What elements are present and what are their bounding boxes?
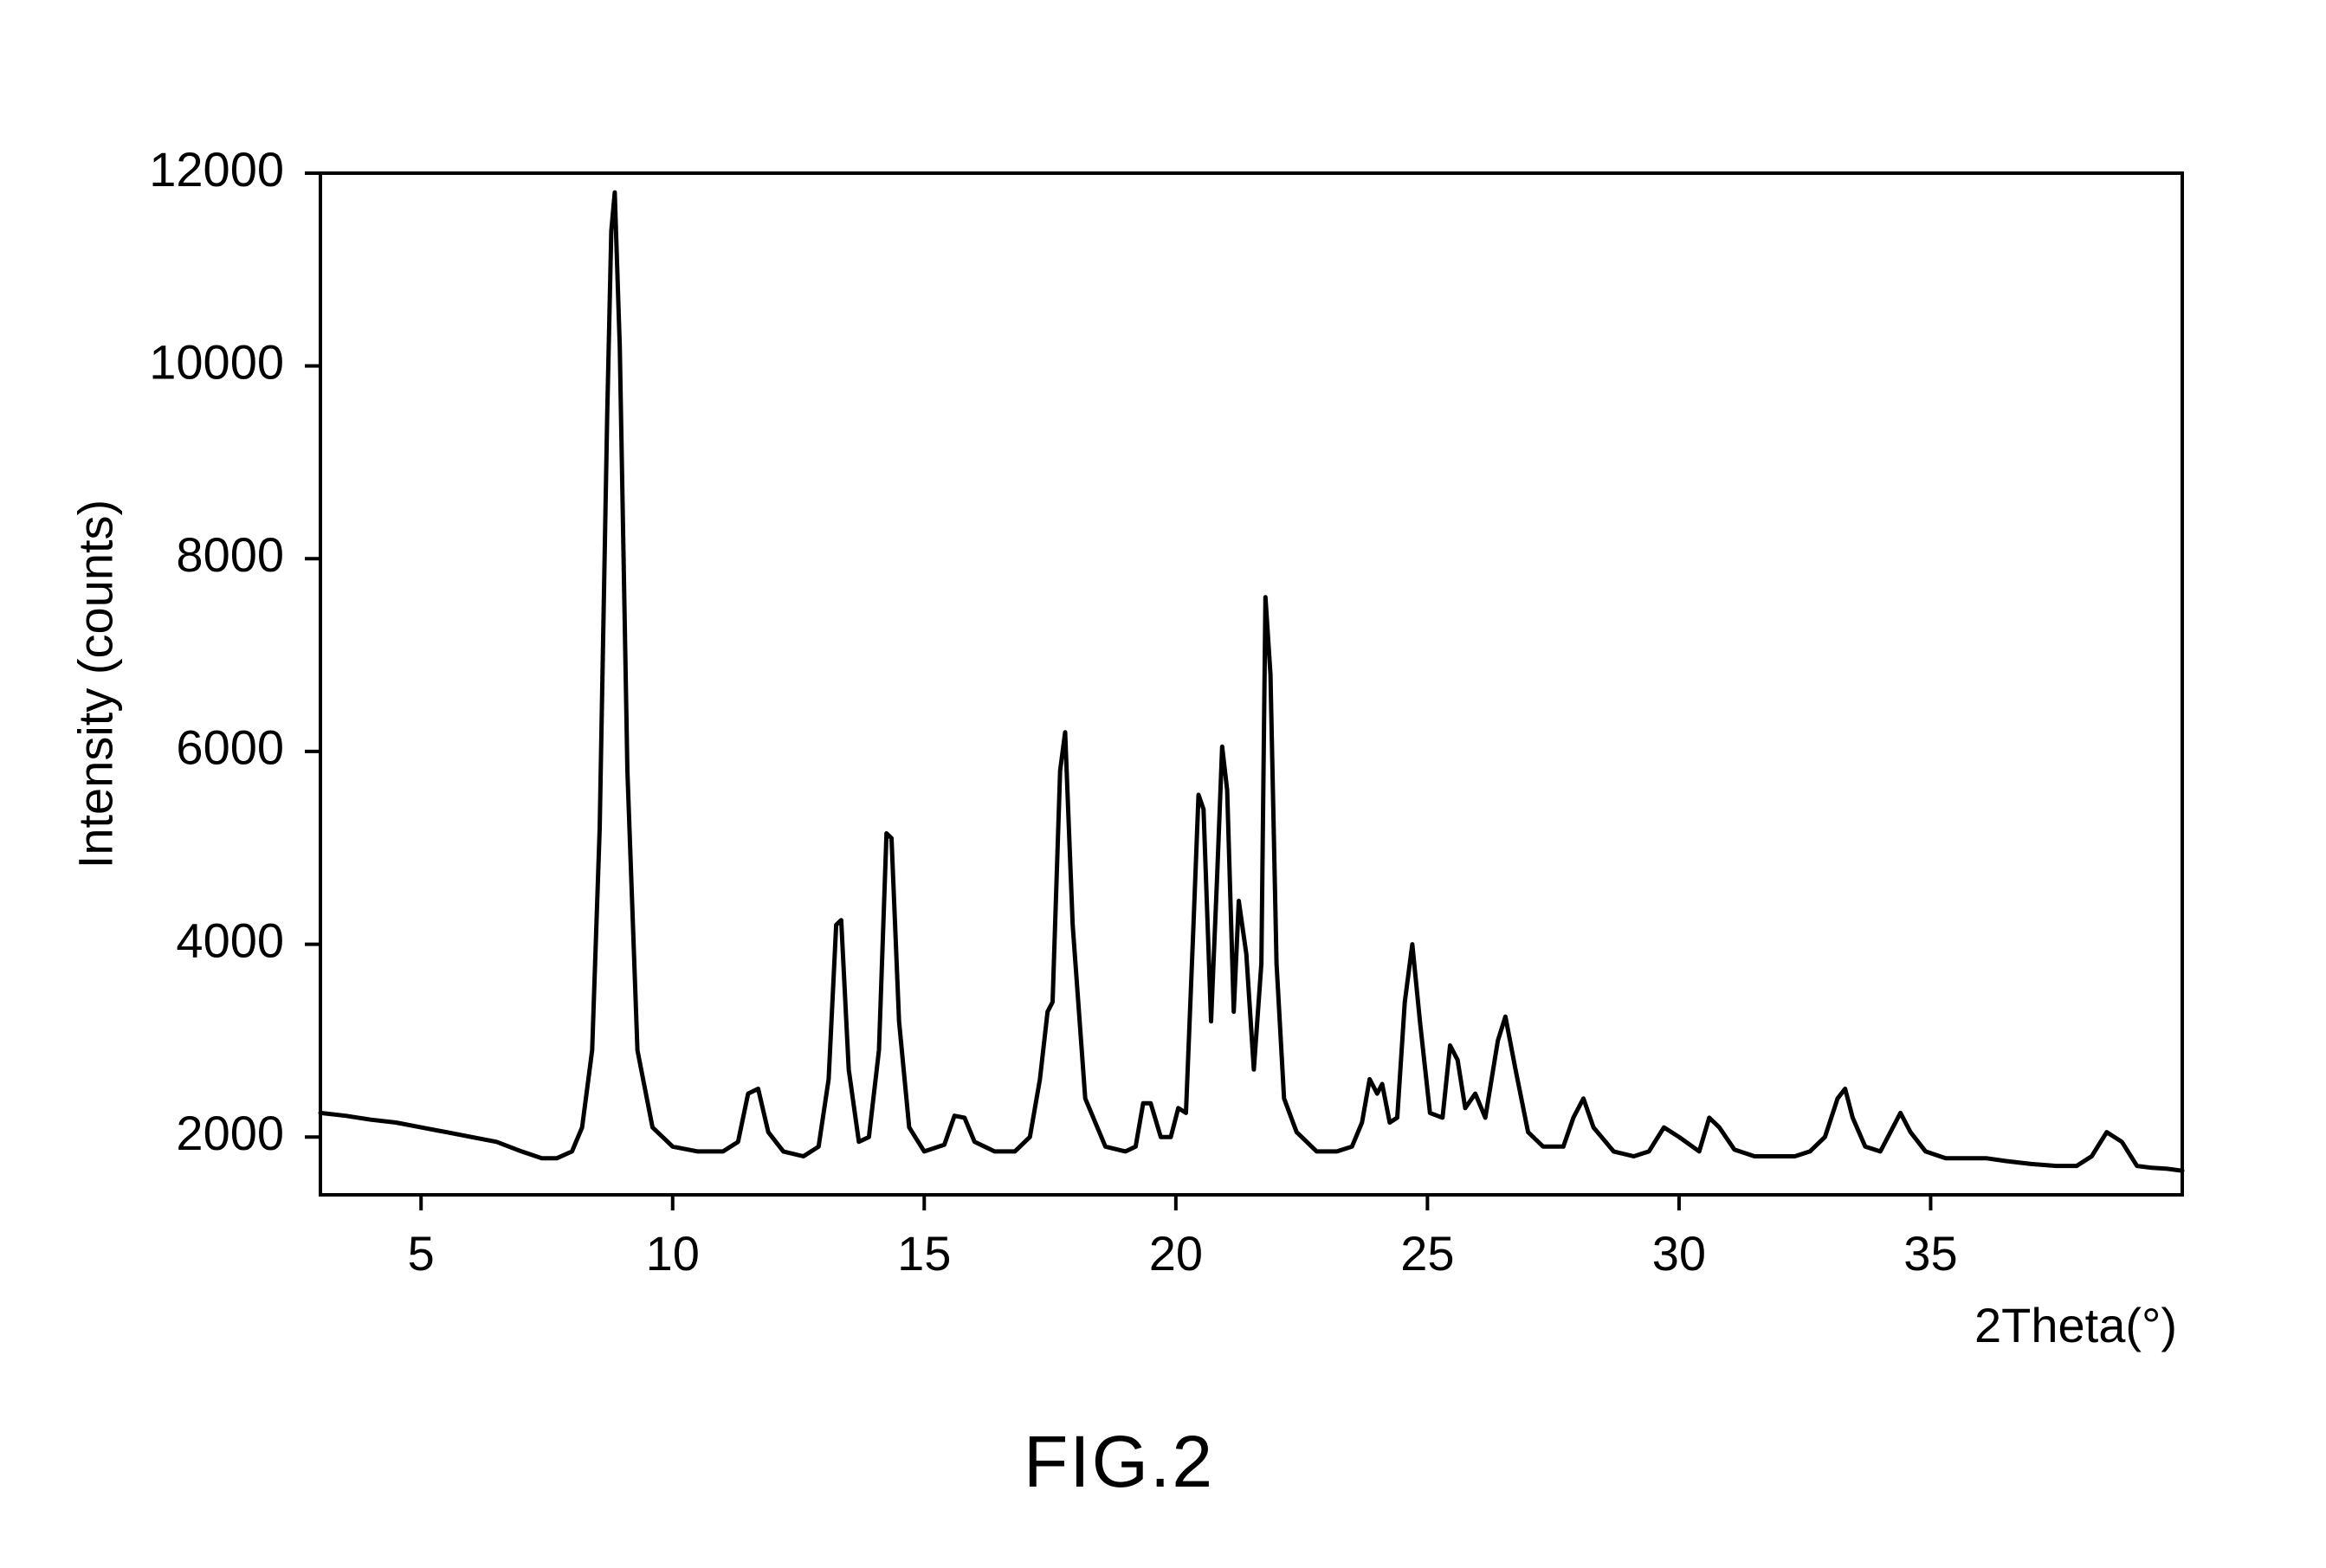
- x-tick-label: 25: [1400, 1226, 1454, 1281]
- x-tick-label: 35: [1903, 1226, 1957, 1281]
- y-tick-label: 2000: [176, 1106, 284, 1160]
- x-axis-label: 2Theta(°): [1974, 1297, 2177, 1353]
- x-tick-label: 10: [646, 1226, 700, 1281]
- y-tick-label: 12000: [149, 142, 284, 197]
- figure-container: 200040006000800010000120005101520253035 …: [0, 0, 2326, 1568]
- x-tick-label: 15: [897, 1226, 951, 1281]
- y-tick-label: 4000: [176, 913, 284, 967]
- y-tick-label: 8000: [176, 527, 284, 582]
- y-axis-label: Intensity (counts): [68, 500, 124, 868]
- x-tick-label: 5: [408, 1226, 435, 1281]
- x-tick-label: 20: [1149, 1226, 1203, 1281]
- y-tick-label: 10000: [149, 334, 284, 389]
- y-tick-label: 6000: [176, 720, 284, 775]
- x-tick-label: 30: [1652, 1226, 1706, 1281]
- figure-caption: FIG.2: [1024, 1420, 1214, 1504]
